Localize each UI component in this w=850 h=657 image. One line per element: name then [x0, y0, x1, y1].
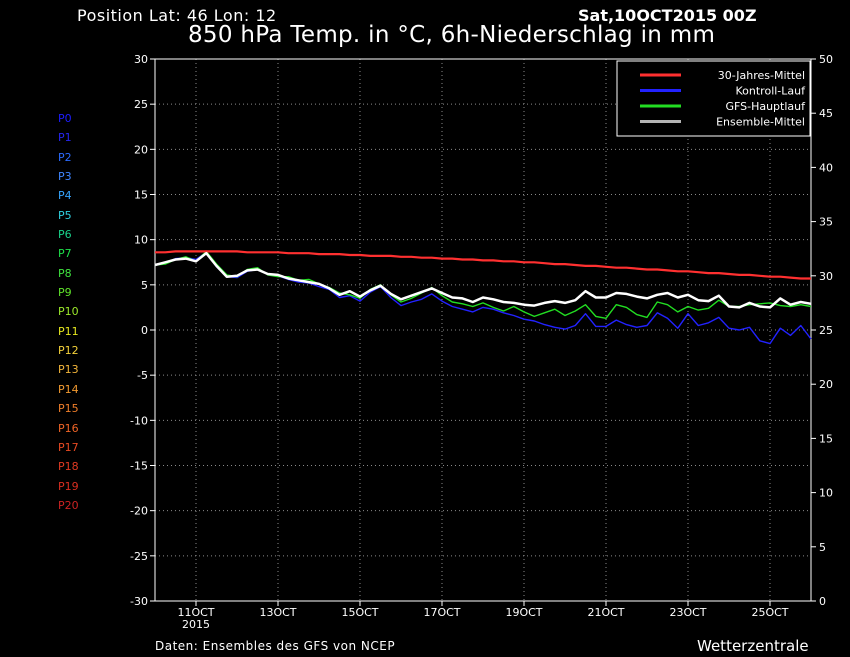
chart-title: 850 hPa Temp. in °C, 6h-Niederschlag in …	[188, 22, 716, 48]
series-line-30-jahres-mittel	[155, 250, 811, 280]
y-right-tick-label: 0	[819, 595, 826, 608]
y-right-tick-label: 40	[819, 161, 833, 174]
series-line-ensemble-mittel	[154, 251, 812, 309]
y-right-tick-label: 35	[819, 216, 833, 229]
y-left-tick-label: -5	[137, 369, 148, 382]
x-tick-label: 25OCT	[751, 606, 788, 619]
member-label-p16: P16	[58, 421, 79, 435]
x-tick-label: 19OCT	[505, 606, 542, 619]
member-list: P0 P1 P2 P3 P4 P5 P6 P7 P8 P9 P10 P11 P12 P13 P14 P15 P1…	[58, 109, 79, 515]
y-left-tick-label: 20	[134, 143, 148, 156]
member-label-p10: P10	[58, 305, 79, 319]
y-left-tick-label: 5	[141, 279, 148, 292]
y-right-tick-label: 30	[819, 270, 833, 283]
x-tick-label: 15OCT	[341, 606, 378, 619]
y-left-tick-label: 0	[141, 324, 148, 337]
member-label-p17: P17	[58, 440, 79, 454]
y-left-tick-label: -20	[130, 505, 148, 518]
member-label-p6: P6	[58, 228, 72, 242]
member-label-p9: P9	[58, 286, 72, 300]
y-left-tick-label: 15	[134, 189, 148, 202]
y-left-tick-label: -30	[130, 595, 148, 608]
x-tick-label: 11OCT	[177, 606, 214, 619]
y-left-tick-label: 30	[134, 53, 148, 66]
y-right-tick-label: 20	[819, 378, 833, 391]
x-tick-label: 23OCT	[669, 606, 706, 619]
legend-label: Ensemble-Mittel	[716, 116, 805, 129]
member-label-p1: P1	[58, 131, 72, 145]
member-label-p18: P18	[58, 460, 79, 474]
y-right-tick-label: 5	[819, 541, 826, 554]
brand-label: Wetterzentrale	[697, 637, 809, 655]
member-label-p15: P15	[58, 402, 79, 416]
position-label: Position Lat: 46 Lon: 12	[77, 6, 277, 25]
member-label-p12: P12	[58, 344, 79, 358]
legend-label: 30-Jahres-Mittel	[718, 69, 805, 82]
x-tick-label: 21OCT	[587, 606, 624, 619]
member-label-p4: P4	[58, 189, 72, 203]
legend-label: GFS-Hauptlauf	[725, 100, 806, 113]
x-tick-label: 13OCT	[259, 606, 296, 619]
legend: 30-Jahres-Mittel Kontroll-Lauf GFS-Hauptla…	[616, 60, 811, 137]
member-label-p11: P11	[58, 324, 79, 338]
y-left-tick-label: -15	[130, 460, 148, 473]
y-right-tick-label: 10	[819, 487, 833, 500]
x-year-label: 2015	[182, 618, 210, 631]
run-datetime: Sat,10OCT2015 00Z	[578, 6, 757, 25]
y-left-tick-label: -25	[130, 550, 148, 563]
member-label-p2: P2	[58, 150, 72, 164]
y-left-tick-label: 10	[134, 234, 148, 247]
member-label-p13: P13	[58, 363, 79, 377]
x-tick-label: 17OCT	[423, 606, 460, 619]
y-right-tick-label: 50	[819, 53, 833, 66]
y-right-tick-label: 15	[819, 432, 833, 445]
y-left-tick-label: 25	[134, 98, 148, 111]
grid	[155, 58, 811, 602]
member-label-p3: P3	[58, 170, 72, 184]
y-right-tick-label: 25	[819, 324, 833, 337]
member-label-p20: P20	[58, 498, 79, 512]
member-label-p8: P8	[58, 266, 72, 280]
y-right-tick-label: 45	[819, 107, 833, 120]
y-left-tick-label: -10	[130, 414, 148, 427]
member-label-p7: P7	[58, 247, 72, 261]
member-label-p0: P0	[58, 112, 72, 125]
member-label-p14: P14	[58, 382, 79, 396]
data-source-note: Daten: Ensembles des GFS von NCEP	[155, 639, 396, 653]
member-label-p19: P19	[58, 479, 79, 493]
legend-label: Kontroll-Lauf	[736, 85, 807, 98]
member-label-p5: P5	[58, 208, 72, 222]
